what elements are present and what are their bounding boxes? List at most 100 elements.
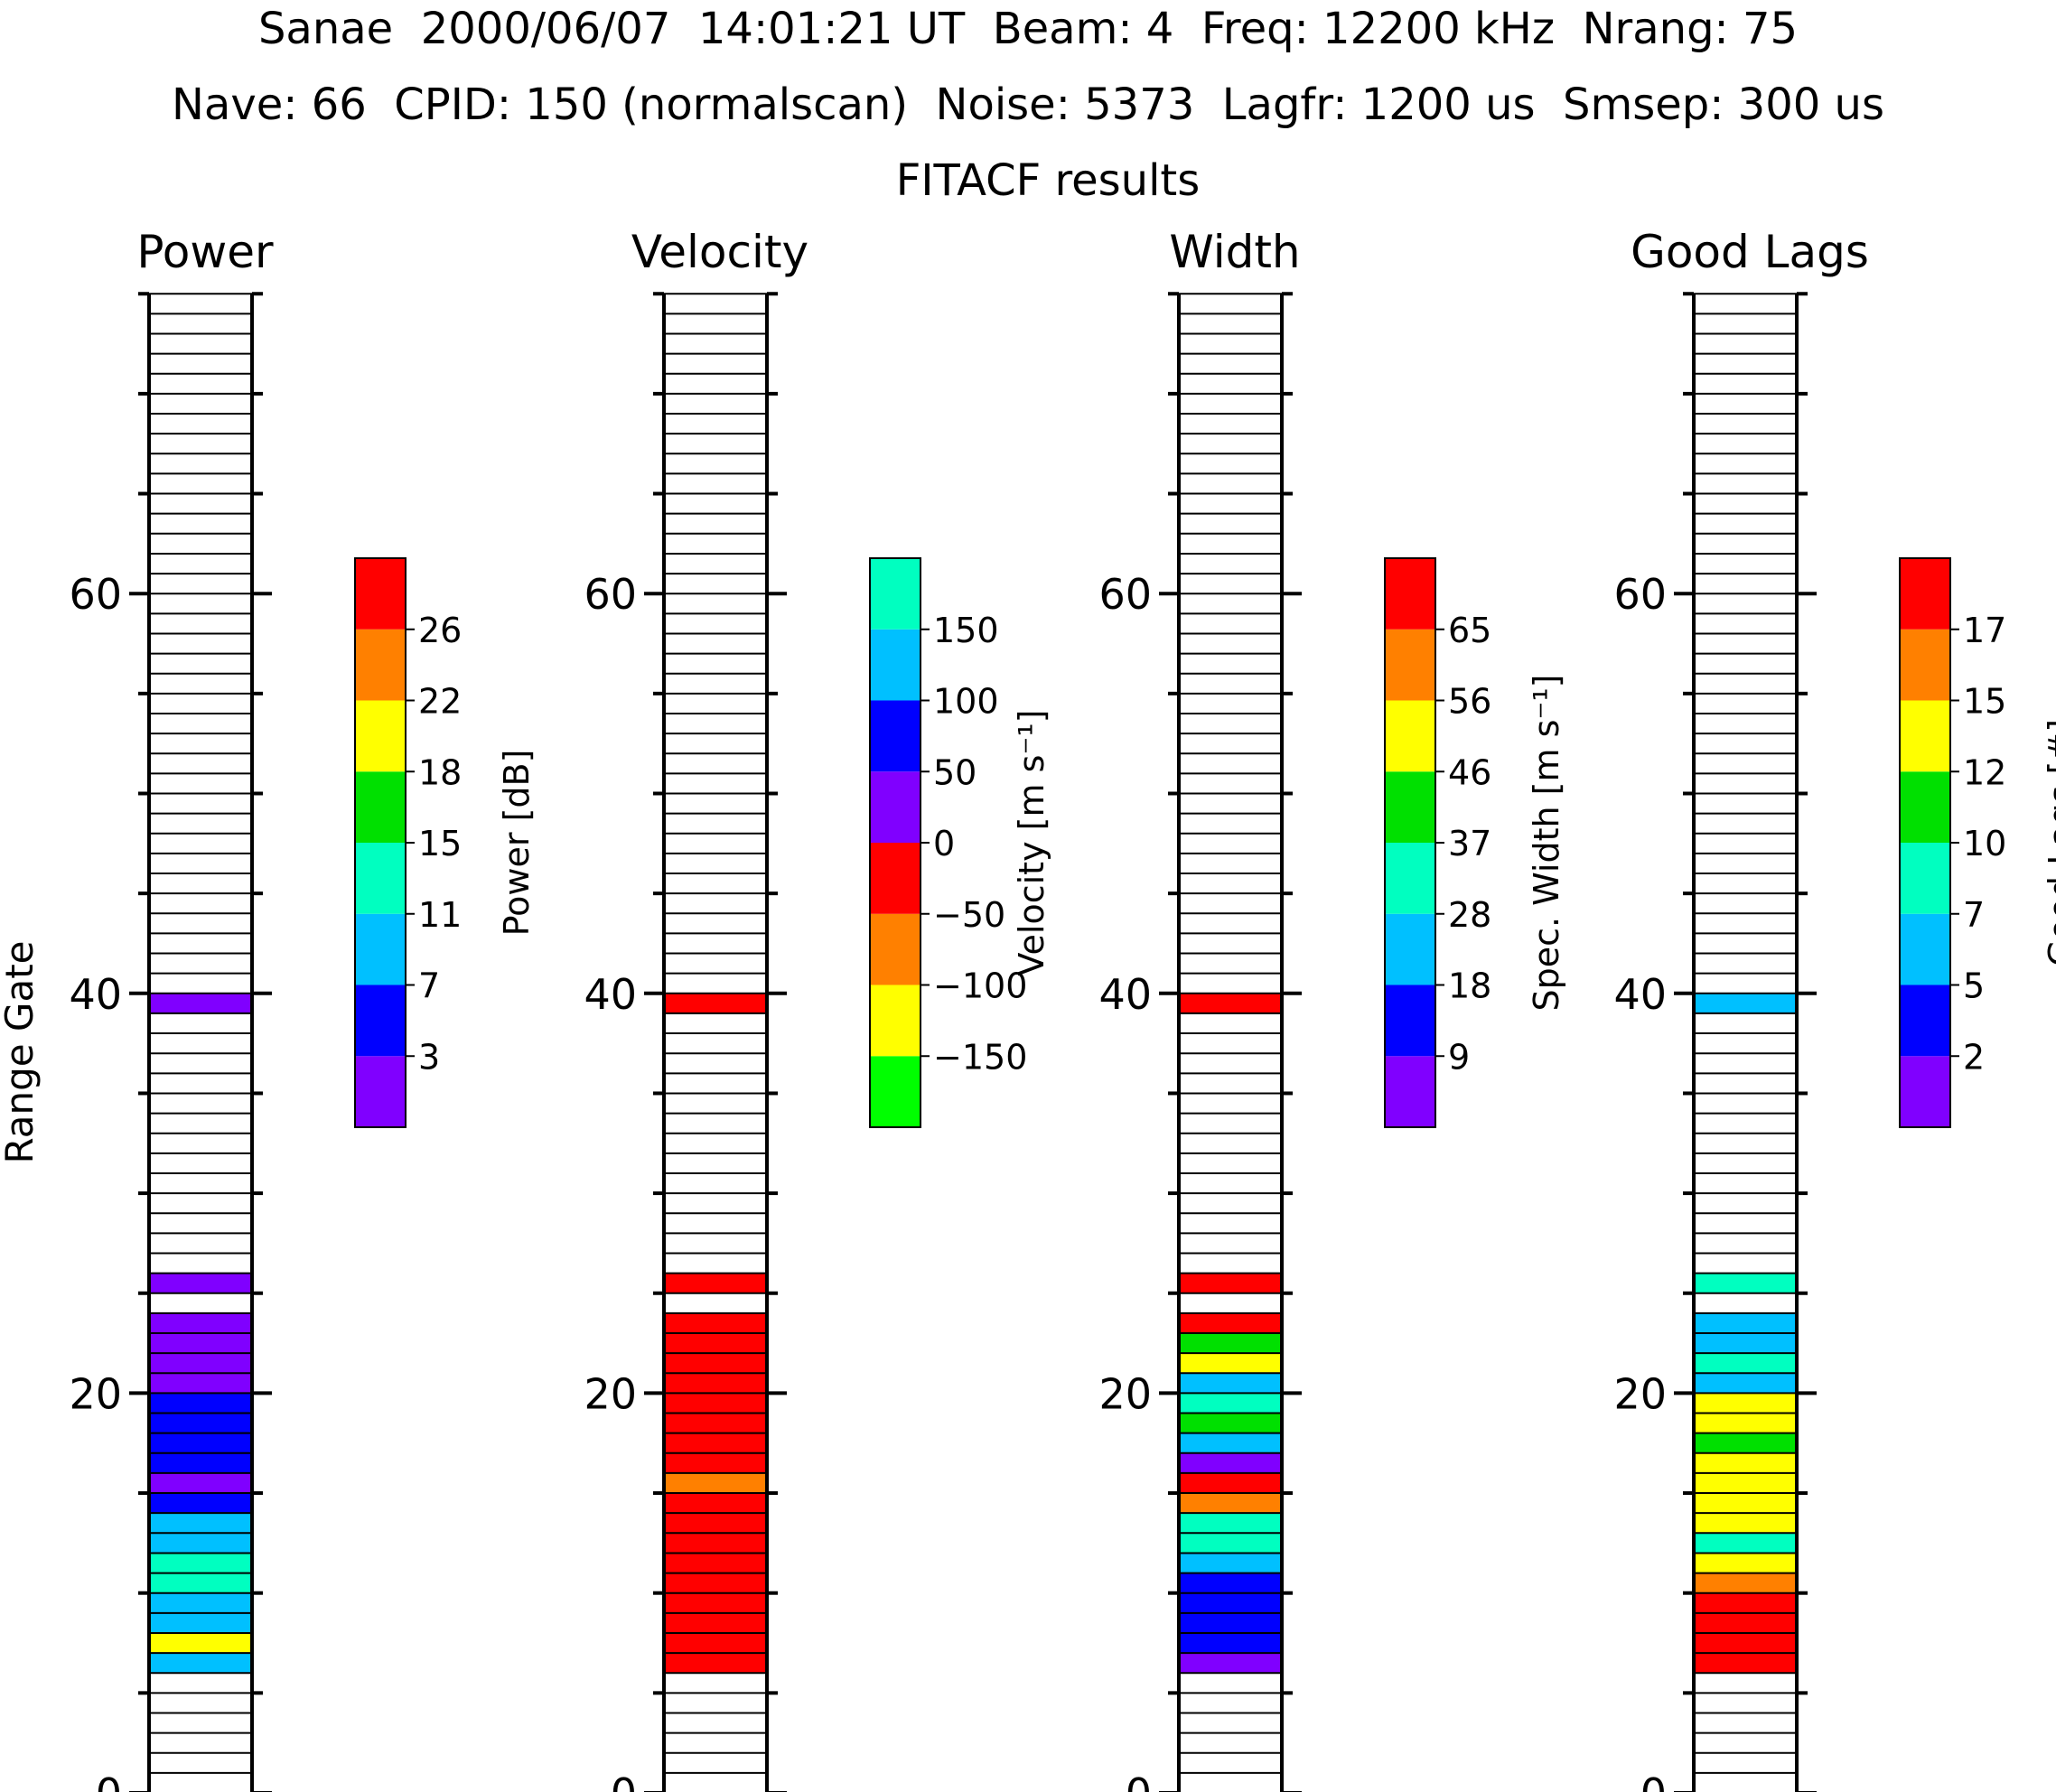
width-colorbar-tick-label: 28 <box>1448 895 1491 935</box>
panels-group: Power0204060371115182226Power [dB]Veloci… <box>69 226 2056 1792</box>
good-lags-colorbar-swatch <box>1900 700 1950 772</box>
power-gate-cell <box>149 1333 252 1354</box>
velocity-colorbar-tick-label: 50 <box>933 752 977 792</box>
power-gate-cell <box>149 1413 252 1433</box>
power-gate-cell <box>149 1393 252 1414</box>
width-colorbar-swatch <box>1385 700 1435 772</box>
width-gate-cell <box>1179 1273 1282 1293</box>
velocity-panel: Velocity 0 20 40 60 −150 −100 −50 0 50 100 150 Veloc… <box>584 226 1051 1792</box>
power-y-tick-label: 20 <box>69 1369 122 1418</box>
width-gate-cell <box>1179 1533 1282 1554</box>
width-colorbar-tick-label: 18 <box>1448 966 1491 1006</box>
good-lags-gate-cell <box>1694 1273 1797 1293</box>
velocity-colorbar-label: Velocity [m s⁻¹] <box>1012 710 1051 976</box>
power-gate-cell <box>149 1373 252 1394</box>
good-lags-colorbar-tick-label: 7 <box>1963 895 1985 935</box>
velocity-gate-cell <box>664 1573 767 1593</box>
width-colorbar-tick-label: 9 <box>1448 1037 1470 1077</box>
good-lags-colorbar-swatch <box>1900 558 1950 630</box>
velocity-colorbar-swatch <box>870 913 921 985</box>
power-gate-cell <box>149 1612 252 1633</box>
power-gate-cell <box>149 1472 252 1494</box>
velocity-colorbar-swatch <box>870 985 921 1057</box>
power-colorbar-label: Power [dB] <box>497 750 537 937</box>
velocity-title: Velocity <box>631 226 808 278</box>
width-gate-cell <box>1179 1573 1282 1593</box>
power-colorbar-swatch <box>355 629 406 701</box>
width-gate-cell <box>1179 1373 1282 1394</box>
power-colorbar-swatch <box>355 843 406 914</box>
width-gate-cell <box>1179 1513 1282 1534</box>
width-gate-cell <box>1179 1653 1282 1674</box>
good-lags-colorbar-label: Good Lags [#] <box>2042 719 2056 966</box>
velocity-gate-cell <box>664 1612 767 1633</box>
good-lags-colorbar-swatch <box>1900 985 1950 1057</box>
width-colorbar-tick-label: 46 <box>1448 752 1491 792</box>
width-gate-cell <box>1179 1493 1282 1514</box>
width-colorbar-label: Spec. Width [m s⁻¹] <box>1527 675 1566 1012</box>
velocity-gate-cell <box>664 1452 767 1473</box>
velocity-y-tick-label: 0 <box>611 1769 637 1792</box>
good-lags-colorbar-tick-label: 17 <box>1963 611 2006 650</box>
good-lags-gate-cell <box>1694 1632 1797 1654</box>
good-lags-colorbar-swatch <box>1900 1056 1950 1127</box>
power-colorbar-tick-label: 18 <box>418 752 462 792</box>
velocity-gate-cell <box>664 1472 767 1494</box>
power-colorbar-tick-label: 3 <box>418 1037 440 1077</box>
good-lags-gate-cell <box>1694 1452 1797 1473</box>
power-gate-cell <box>149 1273 252 1293</box>
good-lags-colorbar-swatch <box>1900 629 1950 701</box>
good-lags-title: Good Lags <box>1631 226 1869 278</box>
power-gate-cell <box>149 1513 252 1534</box>
power-colorbar-tick-label: 7 <box>418 966 440 1006</box>
good-lags-colorbar-tick-label: 10 <box>1963 824 2006 863</box>
velocity-colorbar-tick-label: −100 <box>933 966 1027 1006</box>
good-lags-gate-cell <box>1694 1393 1797 1414</box>
power-colorbar-swatch <box>355 913 406 985</box>
velocity-gate-cell <box>664 1393 767 1414</box>
header-line-1: Sanae 2000/06/07 14:01:21 UT Beam: 4 Fre… <box>258 4 1798 54</box>
width-colorbar-swatch <box>1385 771 1435 843</box>
power-colorbar-swatch <box>355 985 406 1057</box>
good-lags-gate-cell <box>1694 1653 1797 1674</box>
velocity-colorbar-swatch <box>870 843 921 914</box>
good-lags-gate-cell <box>1694 1353 1797 1374</box>
good-lags-gate-cell <box>1694 1333 1797 1354</box>
good-lags-gate-cell <box>1694 1533 1797 1554</box>
power-gate-cell <box>149 1573 252 1593</box>
width-colorbar-swatch <box>1385 558 1435 630</box>
width-colorbar-tick-label: 65 <box>1448 611 1491 650</box>
good-lags-gate-cell <box>1694 1433 1797 1453</box>
width-gate-cell <box>1179 1393 1282 1414</box>
good-lags-colorbar-swatch <box>1900 913 1950 985</box>
header-subtitle: FITACF results <box>896 155 1201 206</box>
width-gate-cell <box>1179 1553 1282 1573</box>
power-gate-cell <box>149 1312 252 1334</box>
power-gate-cell <box>149 1452 252 1473</box>
good-lags-gate-cell <box>1694 1373 1797 1394</box>
good-lags-panel: Good Lags 0 20 40 60 2 5 7 10 12 15 17 Good Lags [#] <box>1613 226 2056 1792</box>
power-gate-cell <box>149 1353 252 1374</box>
power-y-tick-label: 0 <box>96 1769 122 1792</box>
width-colorbar-tick-label: 37 <box>1448 824 1491 863</box>
power-colorbar-swatch <box>355 558 406 630</box>
velocity-y-tick-label: 20 <box>584 1369 637 1418</box>
width-y-tick-label: 40 <box>1098 970 1152 1019</box>
velocity-gate-cell <box>664 1653 767 1674</box>
velocity-y-tick-label: 40 <box>584 970 637 1019</box>
velocity-gate-cell <box>664 1273 767 1293</box>
width-title: Width <box>1169 226 1300 278</box>
velocity-gate-cell <box>664 1493 767 1514</box>
velocity-colorbar-swatch <box>870 771 921 843</box>
power-gate-cell <box>149 1533 252 1554</box>
power-colorbar-tick-label: 11 <box>418 895 462 935</box>
velocity-colorbar-tick-label: 100 <box>933 682 999 722</box>
velocity-colorbar-tick-label: −150 <box>933 1037 1027 1077</box>
velocity-gate-cell <box>664 1373 767 1394</box>
good-lags-y-tick-label: 20 <box>1613 1369 1667 1418</box>
width-gate-cell <box>1179 993 1282 1013</box>
good-lags-y-tick-label: 0 <box>1640 1769 1667 1792</box>
velocity-gate-cell <box>664 1413 767 1433</box>
width-gate-cell <box>1179 1612 1282 1633</box>
